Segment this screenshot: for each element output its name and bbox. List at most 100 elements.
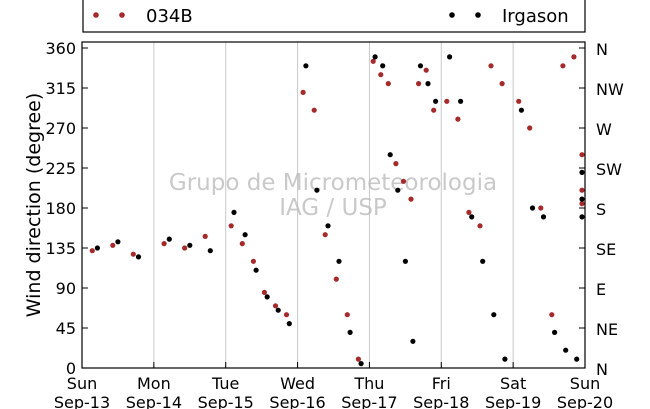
point-034b — [385, 81, 391, 87]
x-tick-label-date: Sep-15 — [198, 393, 254, 409]
point-034b — [423, 67, 429, 73]
legend-marker-034b — [119, 12, 125, 18]
point-irgason — [253, 267, 259, 273]
plot-frame — [81, 41, 586, 369]
x-tick-label-day: Tue — [211, 374, 239, 393]
point-irgason — [579, 196, 585, 202]
x-tick-label-date: Sep-18 — [413, 393, 469, 409]
axis-ticks: SunSep-13MonSep-14TueSep-15WedSep-16ThuS… — [45, 39, 624, 409]
point-irgason — [410, 338, 416, 344]
point-034b — [322, 232, 328, 238]
point-034b — [560, 63, 566, 69]
y2-tick-label: SE — [596, 240, 616, 259]
point-irgason — [469, 214, 475, 220]
legend-marker-034b — [93, 12, 99, 18]
point-irgason — [502, 356, 508, 362]
point-034b — [250, 258, 256, 264]
point-irgason — [207, 248, 213, 254]
watermark-line1: Grupo de Micrometeorologia — [169, 170, 497, 196]
point-irgason — [563, 347, 569, 353]
point-034b — [130, 251, 136, 257]
y-tick-label: 90 — [56, 279, 76, 298]
x-tick-label-date: Sep-14 — [126, 393, 182, 409]
point-irgason — [264, 294, 270, 300]
point-irgason — [540, 214, 547, 220]
point-034b — [408, 196, 414, 202]
y-tick-label: 315 — [45, 79, 76, 98]
point-irgason — [579, 169, 585, 175]
point-034b — [527, 125, 533, 131]
point-034b — [516, 98, 522, 104]
point-034b — [89, 248, 95, 254]
legend-label-irgason: Irgason — [502, 6, 569, 27]
point-034b — [571, 54, 577, 60]
y-axis-label: Wind direction (degree) — [23, 93, 45, 318]
x-tick-label-day: Sat — [500, 374, 526, 393]
point-irgason — [447, 54, 453, 60]
legend-marker-irgason — [449, 12, 455, 18]
point-034b — [261, 289, 267, 295]
x-tick-label-date: Sep-13 — [54, 393, 110, 409]
point-irgason — [242, 232, 248, 238]
point-irgason — [187, 242, 193, 248]
y-tick-label: 45 — [56, 319, 76, 338]
legend-label-034b: 034B — [146, 6, 193, 27]
point-irgason — [395, 187, 401, 193]
y2-tick-label: S — [596, 200, 606, 219]
x-tick-label-day: Wed — [280, 374, 315, 393]
point-034b — [579, 152, 585, 158]
point-034b — [477, 223, 483, 229]
point-irgason — [314, 187, 320, 193]
point-irgason — [579, 214, 585, 220]
point-irgason — [417, 63, 424, 69]
point-034b — [202, 233, 208, 239]
point-irgason — [336, 258, 342, 264]
y2-tick-label: NW — [596, 80, 624, 99]
y-tick-label: 135 — [45, 239, 76, 258]
x-tick-label-date: Sep-20 — [557, 393, 613, 409]
point-034b — [370, 58, 376, 64]
plot-area — [82, 42, 585, 368]
y2-tick-label: SW — [596, 160, 622, 179]
point-irgason — [303, 63, 309, 69]
point-034b — [579, 187, 585, 193]
y-tick-label: 180 — [45, 199, 76, 218]
y2-tick-label: N — [596, 40, 608, 59]
point-034b — [549, 312, 555, 318]
point-irgason — [433, 98, 439, 104]
point-irgason — [402, 258, 408, 264]
watermark-line2: IAG / USP — [279, 195, 387, 221]
x-tick-label-day: Mon — [137, 374, 171, 393]
point-irgason — [372, 54, 378, 60]
y-tick-label: 270 — [45, 119, 76, 138]
x-tick-label-day: Fri — [432, 374, 451, 393]
point-034b — [400, 178, 407, 184]
y-tick-label: 360 — [45, 39, 76, 58]
point-irgason — [425, 81, 431, 87]
data-points — [89, 54, 585, 367]
point-034b — [416, 81, 422, 87]
x-tick-label-date: Sep-19 — [485, 393, 541, 409]
point-irgason — [325, 223, 331, 229]
point-irgason — [458, 98, 464, 104]
point-034b — [466, 209, 472, 215]
point-034b — [283, 312, 290, 318]
point-irgason — [380, 63, 386, 69]
point-irgason — [166, 236, 172, 242]
point-irgason — [94, 245, 100, 251]
point-034b — [378, 72, 384, 78]
point-034b — [499, 81, 505, 87]
point-034b — [228, 223, 234, 229]
point-irgason — [347, 329, 353, 335]
point-034b — [393, 161, 399, 167]
point-034b — [300, 89, 306, 95]
point-irgason — [135, 254, 142, 260]
point-034b — [182, 245, 188, 251]
x-tick-label-day: Thu — [353, 374, 384, 393]
point-034b — [311, 107, 317, 113]
y2-tick-label: E — [596, 280, 606, 299]
point-034b — [444, 98, 450, 104]
point-034b — [239, 241, 245, 247]
y2-tick-label: W — [596, 120, 612, 139]
point-irgason — [574, 356, 580, 362]
